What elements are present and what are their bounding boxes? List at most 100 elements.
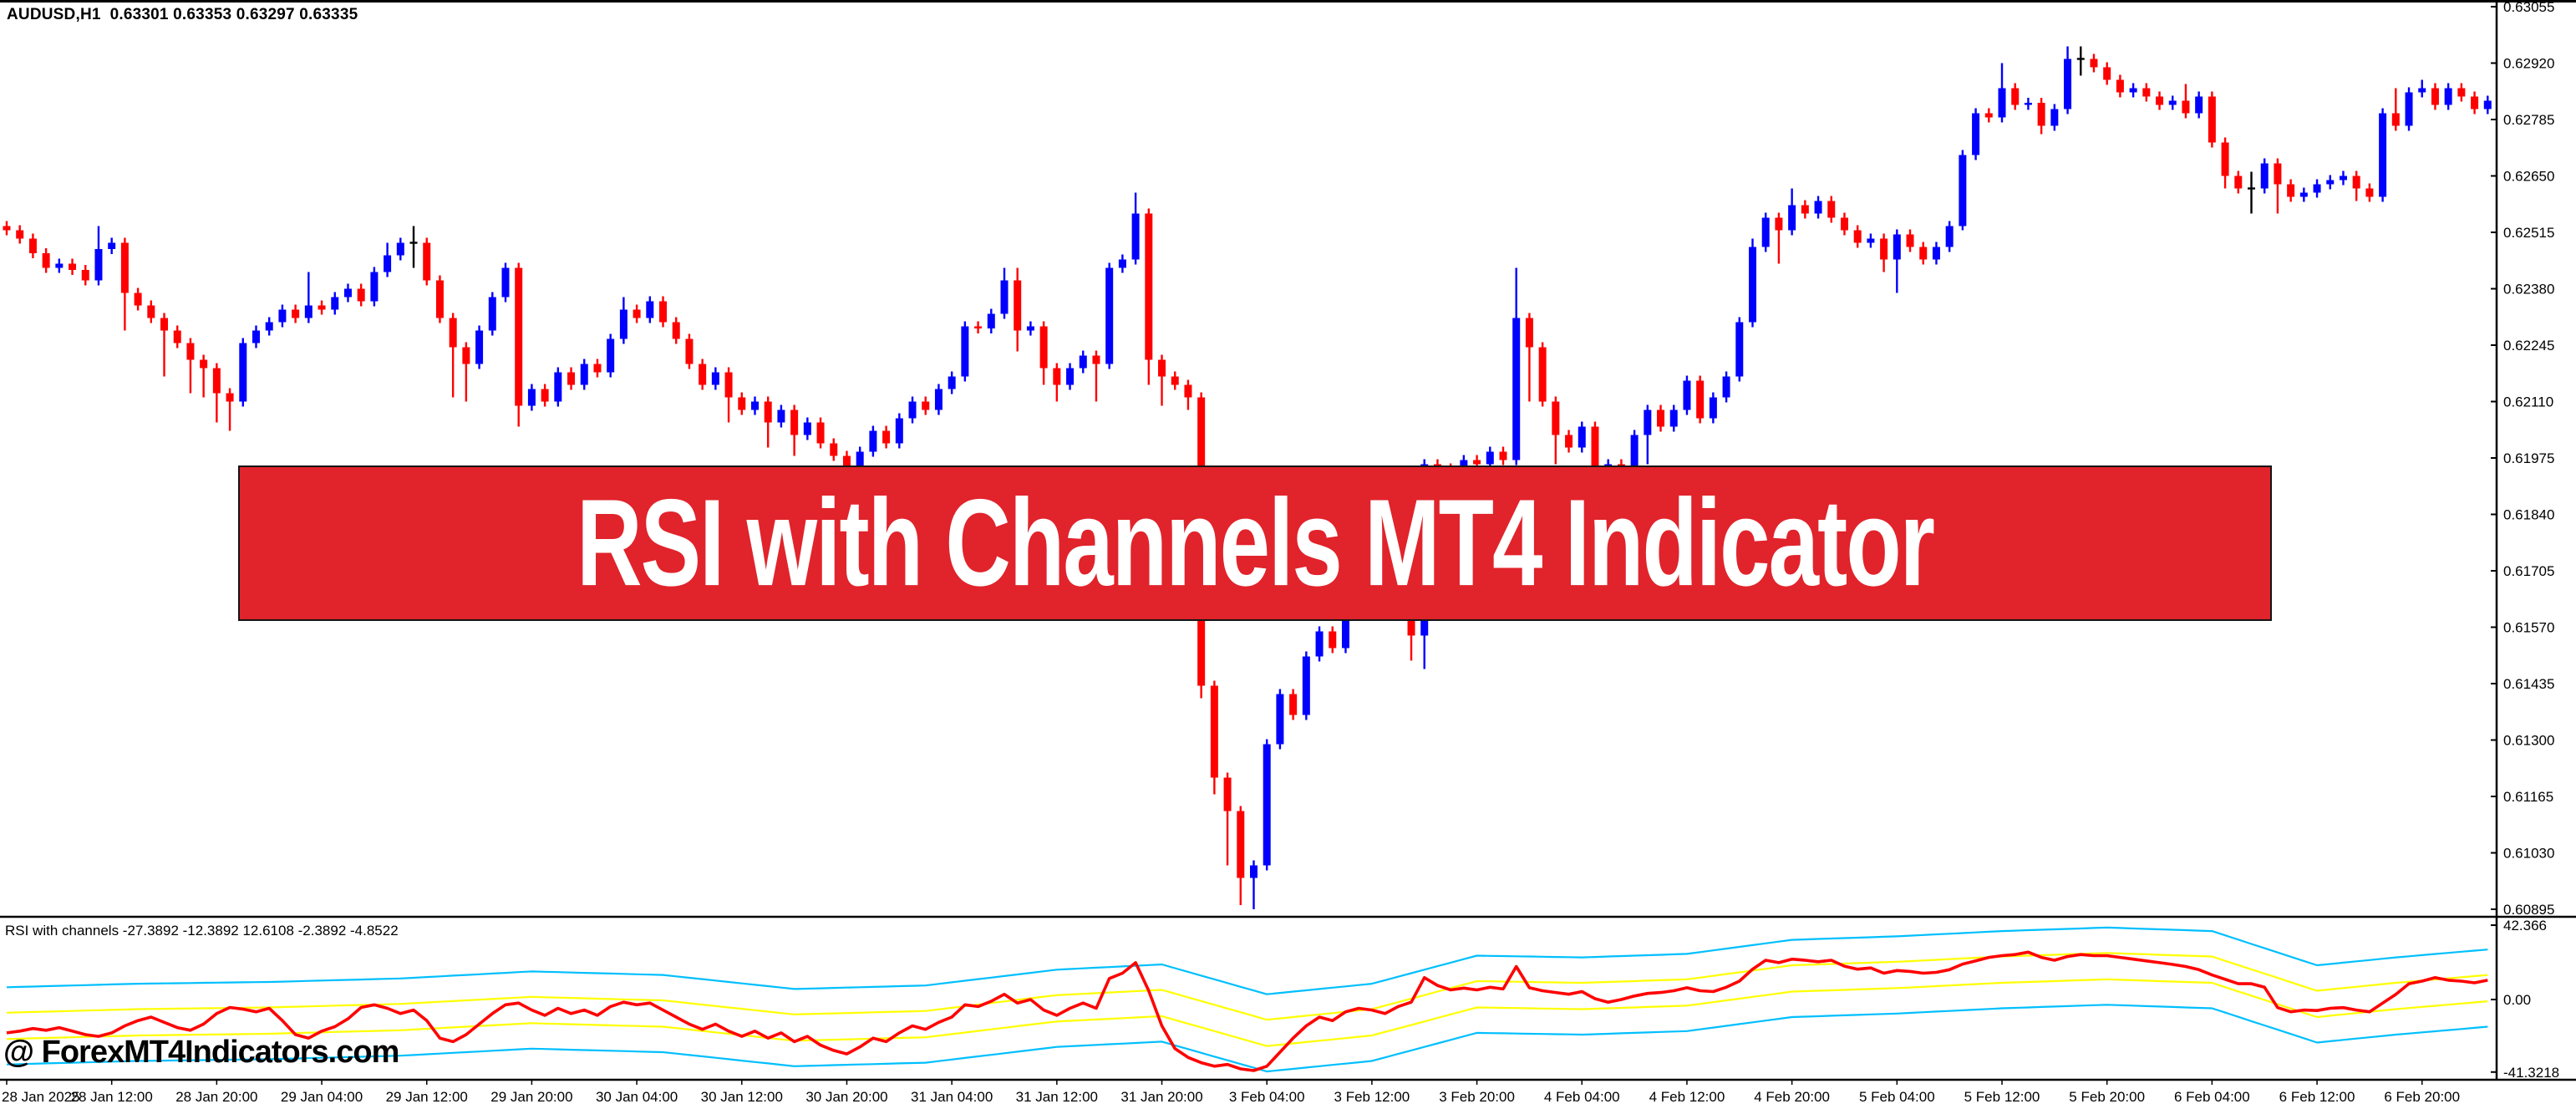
candle-body (2471, 96, 2479, 109)
candle-body (1565, 435, 1573, 448)
time-axis-label: 28 Jan 20:00 (175, 1089, 257, 1105)
candle-body (42, 253, 50, 268)
candle-body (2103, 67, 2111, 80)
candle-body (1486, 451, 1494, 465)
candle-body (423, 242, 431, 281)
candle-body (28, 238, 37, 253)
candle-body (1538, 347, 1547, 402)
candle-body (2037, 103, 2045, 126)
candle-body (2483, 100, 2492, 109)
candle-body (2168, 100, 2177, 105)
candle-body (1223, 777, 1232, 811)
candle-body (1289, 694, 1298, 715)
candle-body (212, 368, 221, 394)
candle-body (2182, 100, 2190, 114)
candle-body (69, 263, 77, 270)
candle-body (3, 226, 11, 231)
candle-body (1171, 376, 1179, 385)
time-axis-label: 3 Feb 20:00 (1439, 1089, 1515, 1105)
time-axis-label: 30 Jan 20:00 (805, 1089, 887, 1105)
candle-body (94, 249, 103, 281)
candle-body (2156, 96, 2164, 105)
candle-body (2090, 59, 2098, 68)
candle-body (2313, 184, 2321, 193)
candle-body (2064, 59, 2072, 109)
price-axis-label: 0.61840 (2503, 507, 2554, 523)
price-axis-label: 0.63055 (2503, 0, 2554, 15)
plot-area[interactable] (0, 3, 2495, 917)
candle-body (2287, 184, 2295, 197)
candle-body (515, 267, 523, 406)
candle-body (856, 451, 864, 469)
time-axis-label: 31 Jan 20:00 (1120, 1089, 1202, 1105)
candle-body (226, 393, 234, 402)
candle-body (554, 372, 562, 402)
candle-body (1840, 217, 1848, 231)
candle-body (2431, 88, 2439, 105)
candle-body (1696, 380, 1705, 419)
time-axis-label: 4 Feb 12:00 (1649, 1089, 1725, 1105)
candle-body (2326, 180, 2335, 185)
price-axis-label: 0.62920 (2503, 56, 2554, 72)
candle-body (1709, 397, 1717, 419)
candle-body (842, 455, 851, 469)
time-axis-label: 6 Feb 20:00 (2384, 1089, 2460, 1105)
candle-body (1329, 631, 1337, 649)
price-axis-label: 0.62110 (2503, 394, 2553, 410)
time-axis-label: 28 Jan 12:00 (71, 1089, 153, 1105)
candle-body (173, 330, 181, 343)
time-axis-label: 5 Feb 20:00 (2069, 1089, 2145, 1105)
candle-body (1853, 230, 1862, 243)
candle-body (1184, 384, 1192, 398)
price-axis-label: 0.60895 (2503, 902, 2554, 918)
candle-body (370, 272, 379, 302)
candle-body (922, 401, 930, 410)
price-axis-area[interactable] (2497, 3, 2576, 1080)
candle-body (1984, 113, 1993, 118)
candle-body (607, 338, 615, 373)
time-axis-label: 31 Jan 04:00 (911, 1089, 993, 1105)
candle-body (1945, 226, 1954, 247)
candle-body (16, 230, 24, 239)
time-axis-area[interactable] (0, 1081, 2495, 1109)
time-axis-label: 3 Feb 12:00 (1334, 1089, 1410, 1105)
price-axis-label: 0.62245 (2503, 338, 2554, 354)
candle-body (81, 270, 89, 281)
candle-body (1972, 113, 1980, 155)
candle-body (1735, 322, 1744, 377)
candle-body (265, 322, 273, 331)
candle-body (1105, 267, 1114, 364)
candle-body (1341, 606, 1349, 649)
candle-body (987, 313, 995, 328)
candle-body (160, 318, 169, 331)
candle-body (1145, 213, 1153, 360)
price-axis-label: 0.61975 (2503, 450, 2554, 466)
candle-body (1302, 656, 1310, 715)
candle-body (1644, 410, 1652, 435)
price-axis-label: 0.61435 (2503, 676, 2554, 692)
candle-body (1683, 380, 1691, 410)
candle-body (304, 305, 312, 318)
candle-body (593, 364, 602, 373)
candle-body (1630, 435, 1639, 473)
candle-body (738, 397, 746, 410)
candle-body (1998, 88, 2006, 118)
candle-body (2444, 88, 2452, 105)
indicator-axis-label: 0.00 (2503, 992, 2531, 1008)
candle-body (384, 255, 392, 272)
candle-body (619, 309, 627, 339)
candle-body (357, 288, 365, 302)
candle-body (961, 326, 969, 377)
candle-body (1315, 631, 1324, 657)
channel-inner-lower-line (6, 978, 2488, 1047)
candle-body (699, 364, 707, 385)
time-axis-label: 28 Jan 2025 (2, 1089, 80, 1105)
candle-body (501, 267, 510, 298)
candle-body (449, 318, 457, 348)
candle-body (869, 430, 877, 452)
candle-body (186, 343, 195, 360)
candle-body (2299, 192, 2308, 197)
candle-body (1053, 368, 1061, 385)
candle-body (1237, 811, 1245, 878)
time-axis-label: 3 Feb 04:00 (1229, 1089, 1305, 1105)
